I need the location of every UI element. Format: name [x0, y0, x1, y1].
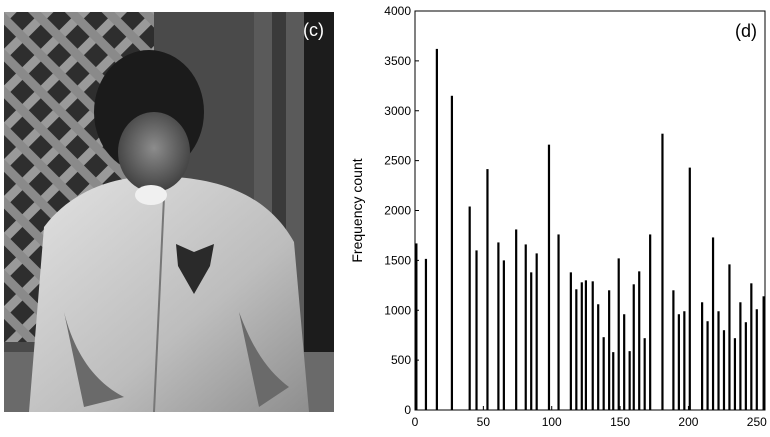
- bar: [649, 234, 652, 410]
- x-tick-label: 100: [542, 415, 562, 429]
- bar: [683, 311, 686, 410]
- bar: [744, 322, 747, 410]
- x-tick-label: 50: [477, 415, 491, 429]
- chart-panel-label: (d): [735, 21, 757, 41]
- y-tick-label: 4000: [384, 4, 411, 18]
- bar: [597, 304, 600, 410]
- x-tick-label: 200: [678, 415, 698, 429]
- bar: [661, 133, 664, 410]
- bar: [475, 250, 478, 410]
- bar: [755, 309, 758, 410]
- bar-series: [415, 48, 765, 411]
- bar: [569, 272, 572, 410]
- bar: [632, 284, 635, 410]
- bar: [575, 289, 578, 410]
- bar: [711, 237, 715, 410]
- bar: [717, 311, 720, 410]
- x-tick-label: 0: [412, 415, 419, 429]
- bar: [497, 242, 500, 410]
- photo-panel-label: (c): [303, 20, 324, 40]
- bar: [591, 281, 594, 410]
- bar: [677, 314, 680, 410]
- bar: [584, 280, 587, 410]
- bar: [502, 260, 505, 411]
- photo-panel: (c): [4, 12, 334, 413]
- bar: [628, 351, 631, 410]
- bar: [612, 352, 615, 410]
- y-tick-label: 500: [391, 353, 411, 367]
- bar: [557, 234, 560, 410]
- bar: [617, 258, 620, 410]
- bar: [602, 337, 605, 410]
- bar: [580, 282, 583, 410]
- bar: [468, 206, 471, 410]
- y-tick-label: 2000: [384, 204, 411, 218]
- y-tick-label: 3500: [384, 54, 411, 68]
- jacket: [29, 176, 309, 412]
- bar: [750, 283, 753, 410]
- x-tick-label: 150: [610, 415, 630, 429]
- bar: [524, 244, 527, 410]
- bar: [424, 258, 428, 410]
- bar: [688, 167, 691, 410]
- bar: [515, 229, 518, 410]
- bar: [486, 169, 489, 410]
- x-axis: 0 50 100 150 200 250: [412, 406, 767, 429]
- bar: [638, 271, 641, 410]
- bar: [733, 338, 737, 410]
- plot-frame: [414, 10, 766, 411]
- grayscale-photo: [4, 12, 334, 413]
- bar: [728, 264, 731, 410]
- bar: [547, 144, 551, 410]
- bar: [415, 243, 418, 410]
- histogram-chart: 0 500 1000 1500 2000 2500 3000 3500 4000 0 50 100 1…: [349, 4, 767, 429]
- bar: [672, 290, 675, 410]
- bar: [722, 330, 726, 410]
- y-axis: 0 500 1000 1500 2000 2500 3000 3500 4000: [384, 4, 419, 417]
- bar: [435, 48, 438, 411]
- jacket-emblem-icon: [176, 244, 214, 294]
- bar: [450, 95, 454, 410]
- bar: [762, 296, 765, 410]
- y-tick-label: 1500: [384, 253, 411, 267]
- y-axis-label: Frequency count: [349, 158, 365, 262]
- y-tick-label: 3000: [384, 104, 411, 118]
- face: [118, 112, 190, 192]
- bar: [535, 253, 538, 410]
- y-tick-label: 0: [404, 403, 411, 417]
- x-tick-label: 250: [747, 415, 767, 429]
- bar: [701, 302, 704, 410]
- chart-panel: 0 500 1000 1500 2000 2500 3000 3500 4000 0 50 100 1…: [340, 0, 770, 432]
- y-tick-label: 1000: [384, 303, 411, 317]
- bar: [623, 314, 626, 410]
- y-tick-label: 2500: [384, 154, 411, 168]
- bar: [739, 302, 742, 410]
- bar: [608, 290, 611, 410]
- bar: [643, 338, 646, 410]
- bar: [530, 272, 533, 410]
- bar: [706, 321, 709, 410]
